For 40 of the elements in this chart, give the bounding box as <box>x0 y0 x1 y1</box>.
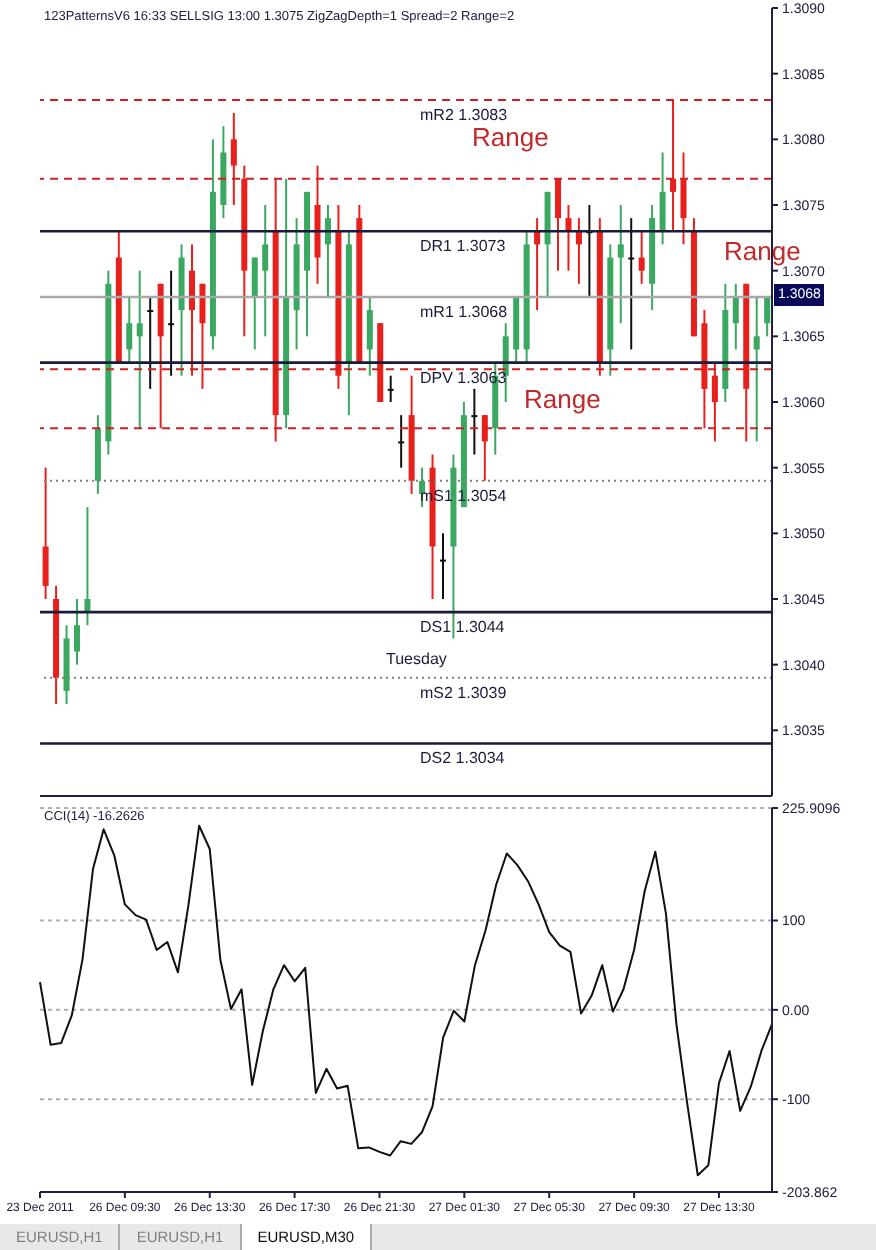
candlestick <box>617 204 624 325</box>
candlestick <box>84 506 91 627</box>
candlestick <box>42 466 49 600</box>
candlestick <box>262 204 269 338</box>
ref-line-label: DR1 1.3073 <box>420 237 507 256</box>
candlestick <box>753 295 760 443</box>
annotation: Tuesday <box>386 650 447 668</box>
candlestick <box>711 361 718 443</box>
candlestick <box>168 269 175 377</box>
candlestick <box>732 282 739 351</box>
candlestick <box>680 151 687 246</box>
ref-line-label: mR1 1.3068 <box>420 302 509 321</box>
candlestick <box>73 598 80 666</box>
candlestick <box>126 295 133 364</box>
candlestick <box>189 243 196 377</box>
annotation: Range <box>472 122 549 152</box>
ref-line-label: DS1 1.3044 <box>420 618 506 637</box>
candlestick <box>565 204 572 272</box>
candlestick <box>481 414 488 482</box>
candlestick <box>199 282 206 390</box>
ref-line-label: mS2 1.3039 <box>420 683 508 702</box>
candlestick <box>555 177 562 272</box>
candlestick <box>439 532 446 600</box>
line-series <box>39 824 773 1177</box>
candlestick <box>471 387 478 456</box>
candlestick <box>366 295 373 377</box>
candlestick <box>628 217 635 351</box>
candlestick <box>387 374 394 403</box>
annotation: Range <box>524 384 601 414</box>
candlestick <box>638 230 645 285</box>
candlestick <box>659 151 666 246</box>
candlestick <box>136 269 143 430</box>
ref-line-label: DS2 1.3034 <box>420 749 506 768</box>
ref-line-label: mR2 1.3083 <box>420 105 509 124</box>
candlestick <box>764 295 771 338</box>
candlestick <box>251 256 258 351</box>
candlestick <box>398 414 405 469</box>
candlestick <box>147 295 154 390</box>
candlestick <box>230 112 237 206</box>
candlestick <box>670 98 677 233</box>
